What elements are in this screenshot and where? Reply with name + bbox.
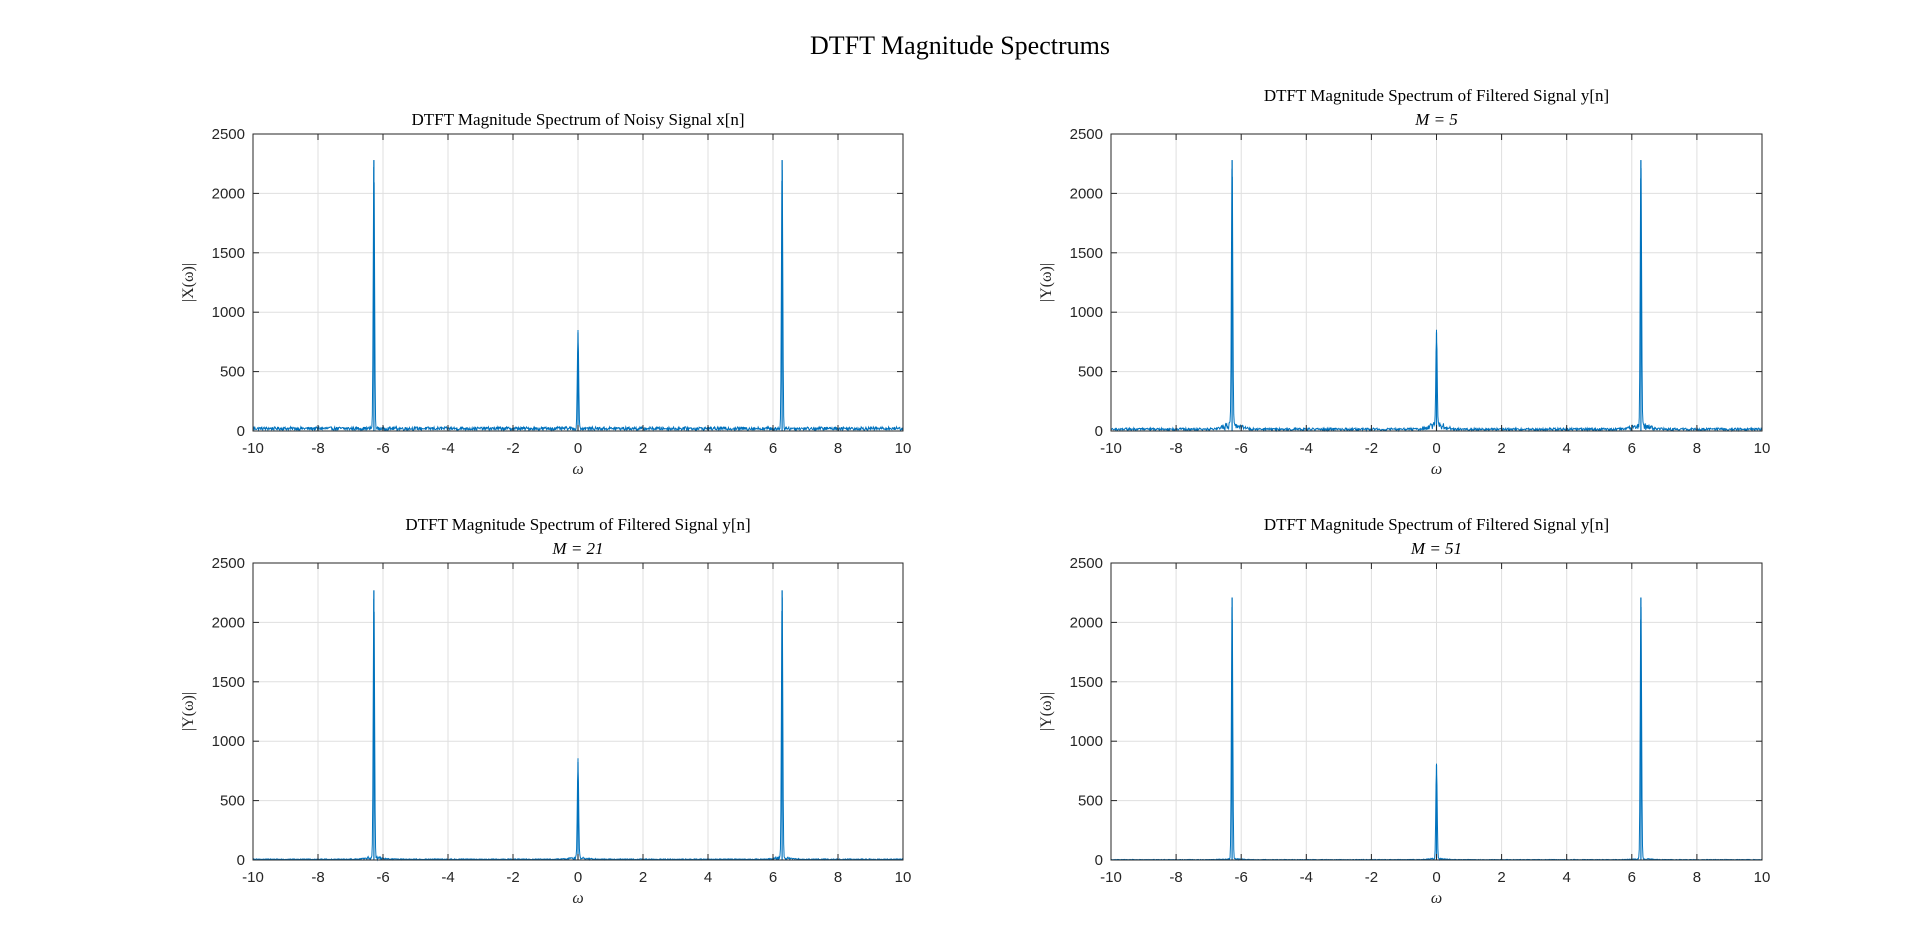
y-axis-label: |X(ω)| bbox=[180, 263, 197, 302]
x-tick-label: 2 bbox=[639, 869, 647, 886]
subplot-title: DTFT Magnitude Spectrum of Noisy Signal … bbox=[411, 110, 744, 129]
y-tick-label: 0 bbox=[1095, 852, 1103, 869]
x-tick-label: 2 bbox=[1497, 869, 1505, 886]
subplot-3: -10 -8 -6 -4 -2 0 2 4 6 8 10 0 500 1000 1500 2000 2500 DT… bbox=[180, 515, 911, 907]
x-tick-label: 0 bbox=[1432, 869, 1440, 886]
subplot-grid: -10 -8 -6 -4 -2 0 2 4 6 8 1005001000150020002500DT… bbox=[180, 86, 1770, 907]
y-tick-label: 1000 bbox=[1070, 304, 1103, 321]
subplot-2: -10 -8 -6 -4 -2 0 2 4 6 8 10 0 500 1000 1500 2000 2500 DT… bbox=[1038, 86, 1770, 478]
y-tick-label: 1000 bbox=[212, 304, 245, 321]
x-tick-label: 10 bbox=[895, 440, 912, 457]
x-tick-label: 4 bbox=[1563, 869, 1571, 886]
x-tick-label: 8 bbox=[1693, 440, 1701, 457]
x-tick-label: -10 bbox=[1100, 440, 1122, 457]
x-tick-label: -4 bbox=[1300, 869, 1313, 886]
x-tick-label: 2 bbox=[639, 440, 647, 457]
x-tick-label: 10 bbox=[895, 869, 912, 886]
x-tick-label: -2 bbox=[1365, 440, 1378, 457]
x-axis-label: ω bbox=[1431, 890, 1442, 907]
subplot-subtitle: M = 21 bbox=[551, 539, 603, 558]
x-axis-label: ω bbox=[572, 461, 583, 478]
y-tick-label: 500 bbox=[220, 793, 245, 810]
x-tick-label: -8 bbox=[311, 440, 324, 457]
y-tick-label: 2000 bbox=[212, 185, 245, 202]
x-axis-label: ω bbox=[1431, 461, 1442, 478]
x-tick-label: 4 bbox=[1563, 440, 1571, 457]
grid bbox=[253, 134, 903, 431]
y-tick-label: 2500 bbox=[1070, 555, 1103, 572]
subplot-title: DTFT Magnitude Spectrum of Filtered Sign… bbox=[405, 515, 750, 534]
series-line bbox=[1110, 597, 1763, 862]
x-tick-label: 10 bbox=[1754, 869, 1771, 886]
x-tick-label: -10 bbox=[1100, 869, 1122, 886]
x-tick-label: -8 bbox=[1169, 869, 1182, 886]
subplot-title: DTFT Magnitude Spectrum of Filtered Sign… bbox=[1264, 515, 1609, 534]
x-axis-label: ω bbox=[572, 890, 583, 907]
x-tick-label: 0 bbox=[574, 440, 582, 457]
x-tick-label: 10 bbox=[1754, 440, 1771, 457]
subplot-title: DTFT Magnitude Spectrum of Filtered Sign… bbox=[1264, 86, 1609, 105]
y-tick-label: 2000 bbox=[212, 614, 245, 631]
x-tick-label: 4 bbox=[704, 869, 712, 886]
x-tick-label: 8 bbox=[834, 440, 842, 457]
x-tick-label: -2 bbox=[1365, 869, 1378, 886]
x-tick-label: -10 bbox=[242, 440, 264, 457]
y-tick-label: 2000 bbox=[1070, 185, 1103, 202]
x-tick-label: -6 bbox=[376, 440, 389, 457]
x-tick-label: 4 bbox=[704, 440, 712, 457]
y-tick-label: 500 bbox=[1078, 793, 1103, 810]
y-tick-label: 500 bbox=[220, 364, 245, 381]
y-axis-label: |Y(ω)| bbox=[180, 692, 197, 731]
y-tick-label: 0 bbox=[237, 423, 245, 440]
series-line bbox=[252, 590, 904, 862]
x-tick-label: 8 bbox=[1693, 869, 1701, 886]
x-tick-label: -8 bbox=[311, 869, 324, 886]
x-tick-label: 6 bbox=[1628, 869, 1636, 886]
x-tick-label: -6 bbox=[1235, 440, 1248, 457]
figure-title: DTFT Magnitude Spectrums bbox=[810, 31, 1110, 60]
y-tick-label: 1500 bbox=[212, 245, 245, 262]
x-tick-label: -4 bbox=[441, 869, 454, 886]
x-tick-label: -4 bbox=[1300, 440, 1313, 457]
x-tick-label: -2 bbox=[506, 440, 519, 457]
y-tick-label: 1500 bbox=[212, 674, 245, 691]
y-tick-label: 0 bbox=[1095, 423, 1103, 440]
y-tick-label: 0 bbox=[237, 852, 245, 869]
x-tick-label: 2 bbox=[1497, 440, 1505, 457]
subplot-4: -10 -8 -6 -4 -2 0 2 4 6 8 10 0 500 1000 1500 2000 2500 DT… bbox=[1038, 515, 1770, 907]
x-tick-label: -4 bbox=[441, 440, 454, 457]
y-tick-label: 2500 bbox=[212, 555, 245, 572]
x-tick-label: -10 bbox=[242, 869, 264, 886]
series-line bbox=[252, 160, 904, 433]
subplot-subtitle: M = 5 bbox=[1414, 110, 1458, 129]
y-tick-label: 500 bbox=[1078, 364, 1103, 381]
x-tick-label: -6 bbox=[1235, 869, 1248, 886]
x-tick-label: -8 bbox=[1169, 440, 1182, 457]
subplot-subtitle: M = 51 bbox=[1410, 539, 1462, 558]
x-tick-label: 6 bbox=[769, 440, 777, 457]
y-tick-label: 1500 bbox=[1070, 245, 1103, 262]
series-line bbox=[1110, 160, 1763, 433]
x-tick-label: -2 bbox=[506, 869, 519, 886]
y-tick-label: 2000 bbox=[1070, 614, 1103, 631]
y-axis-label: |Y(ω)| bbox=[1038, 263, 1055, 302]
x-tick-label: 0 bbox=[1432, 440, 1440, 457]
subplot-1: -10 -8 -6 -4 -2 0 2 4 6 8 10 0 500 1000 1500 2000 2500 DT… bbox=[180, 110, 911, 478]
y-tick-label: 2500 bbox=[212, 126, 245, 143]
y-tick-label: 1000 bbox=[1070, 733, 1103, 750]
y-tick-label: 1000 bbox=[212, 733, 245, 750]
x-tick-label: -6 bbox=[376, 869, 389, 886]
x-tick-label: 8 bbox=[834, 869, 842, 886]
grid bbox=[1111, 563, 1762, 860]
y-axis-label: |Y(ω)| bbox=[1038, 692, 1055, 731]
y-tick-label: 1500 bbox=[1070, 674, 1103, 691]
x-tick-label: 6 bbox=[1628, 440, 1636, 457]
x-tick-label: 6 bbox=[769, 869, 777, 886]
x-tick-label: 0 bbox=[574, 869, 582, 886]
y-tick-label: 2500 bbox=[1070, 126, 1103, 143]
